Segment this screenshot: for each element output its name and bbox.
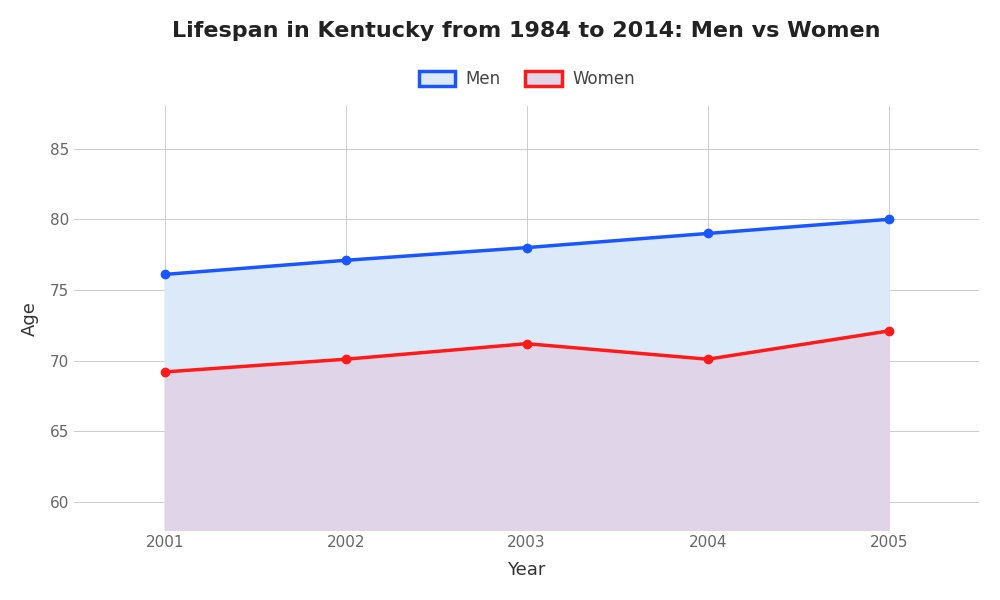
X-axis label: Year: Year <box>507 561 546 579</box>
Y-axis label: Age: Age <box>21 301 39 335</box>
Legend: Men, Women: Men, Women <box>412 64 641 95</box>
Title: Lifespan in Kentucky from 1984 to 2014: Men vs Women: Lifespan in Kentucky from 1984 to 2014: … <box>172 21 881 41</box>
